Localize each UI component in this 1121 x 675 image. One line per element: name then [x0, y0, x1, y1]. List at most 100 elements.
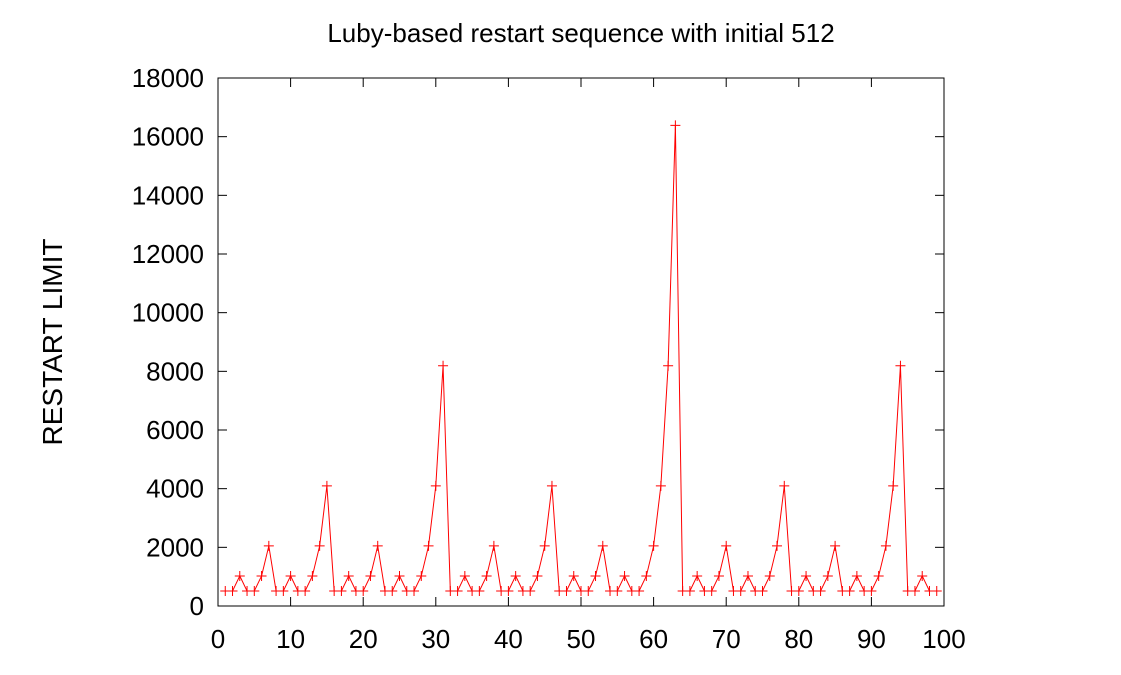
- data-point-marker: [583, 585, 594, 596]
- data-point-marker: [670, 120, 681, 131]
- x-tick-label: 0: [211, 624, 225, 654]
- data-point-marker: [641, 570, 652, 581]
- x-tick-label: 50: [567, 624, 596, 654]
- y-tick-label: 2000: [146, 532, 204, 562]
- data-point-marker: [801, 570, 812, 581]
- data-point-marker: [931, 585, 942, 596]
- data-point-marker: [612, 585, 623, 596]
- y-tick-label: 12000: [132, 239, 204, 269]
- data-point-marker: [888, 480, 899, 491]
- data-point-marker: [546, 480, 557, 491]
- y-tick-label: 18000: [132, 63, 204, 93]
- data-point-marker: [409, 585, 420, 596]
- data-point-marker: [815, 585, 826, 596]
- data-point-marker: [365, 570, 376, 581]
- data-point-marker: [568, 570, 579, 581]
- data-point-marker: [772, 540, 783, 551]
- data-point-marker: [779, 480, 790, 491]
- data-point-marker: [866, 585, 877, 596]
- data-point-marker: [735, 585, 746, 596]
- data-point-marker: [234, 570, 245, 581]
- data-point-marker: [336, 585, 347, 596]
- data-point-marker: [394, 570, 405, 581]
- data-point-marker: [300, 585, 311, 596]
- data-point-marker: [895, 360, 906, 371]
- data-point-marker: [263, 540, 274, 551]
- data-point-marker: [314, 540, 325, 551]
- data-point-marker: [706, 585, 717, 596]
- data-point-marker: [822, 570, 833, 581]
- data-point-marker: [343, 570, 354, 581]
- data-point-marker: [452, 585, 463, 596]
- data-point-marker: [510, 570, 521, 581]
- data-point-marker: [684, 585, 695, 596]
- data-point-marker: [525, 585, 536, 596]
- y-tick-label: 6000: [146, 415, 204, 445]
- y-tick-label: 8000: [146, 356, 204, 386]
- data-point-marker: [757, 585, 768, 596]
- x-tick-label: 90: [857, 624, 886, 654]
- x-tick-label: 70: [712, 624, 741, 654]
- data-point-marker: [721, 540, 732, 551]
- data-point-marker: [423, 540, 434, 551]
- data-point-marker: [655, 480, 666, 491]
- data-point-marker: [663, 360, 674, 371]
- data-point-marker: [742, 570, 753, 581]
- data-point-marker: [713, 570, 724, 581]
- data-point-marker: [387, 585, 398, 596]
- data-point-marker: [285, 570, 296, 581]
- y-tick-label: 0: [190, 591, 204, 621]
- data-point-marker: [430, 480, 441, 491]
- data-point-marker: [474, 585, 485, 596]
- data-point-marker: [278, 585, 289, 596]
- y-tick-label: 16000: [132, 122, 204, 152]
- data-point-marker: [481, 570, 492, 581]
- data-point-marker: [851, 570, 862, 581]
- y-tick-label: 14000: [132, 180, 204, 210]
- chart-title: Luby-based restart sequence with initial…: [327, 18, 834, 48]
- data-point-marker: [619, 570, 630, 581]
- x-tick-label: 20: [349, 624, 378, 654]
- y-tick-label: 10000: [132, 298, 204, 328]
- x-tick-label: 100: [922, 624, 965, 654]
- data-point-marker: [880, 540, 891, 551]
- data-point-marker: [830, 540, 841, 551]
- data-point-marker: [416, 570, 427, 581]
- x-tick-label: 30: [421, 624, 450, 654]
- series-line: [225, 125, 937, 592]
- data-point-marker: [692, 570, 703, 581]
- data-point-marker: [459, 570, 470, 581]
- y-axis-label: RESTART LIMIT: [37, 239, 68, 446]
- y-tick-label: 4000: [146, 474, 204, 504]
- data-point-marker: [358, 585, 369, 596]
- data-point-marker: [793, 585, 804, 596]
- data-point-marker: [597, 540, 608, 551]
- data-point-marker: [561, 585, 572, 596]
- data-point-marker: [249, 585, 260, 596]
- data-point-marker: [321, 480, 332, 491]
- x-tick-label: 60: [639, 624, 668, 654]
- x-tick-label: 10: [276, 624, 305, 654]
- x-tick-label: 80: [784, 624, 813, 654]
- data-point-marker: [256, 570, 267, 581]
- plot-frame: [217, 77, 945, 607]
- data-point-marker: [844, 585, 855, 596]
- data-point-marker: [532, 570, 543, 581]
- data-point-marker: [372, 540, 383, 551]
- data-point-marker: [873, 570, 884, 581]
- data-point-marker: [909, 585, 920, 596]
- data-point-marker: [539, 540, 550, 551]
- data-point-marker: [438, 360, 449, 371]
- data-point-marker: [307, 570, 318, 581]
- x-tick-label: 40: [494, 624, 523, 654]
- data-point-marker: [503, 585, 514, 596]
- data-point-marker: [634, 585, 645, 596]
- data-point-marker: [227, 585, 238, 596]
- data-point-marker: [764, 570, 775, 581]
- plot-area: 0 10 20 30 40 50 60 70 80 90 100 0 2000 4000 6000 8000 1…: [132, 63, 966, 654]
- data-point-marker: [648, 540, 659, 551]
- data-point-marker: [590, 570, 601, 581]
- data-point-marker: [917, 570, 928, 581]
